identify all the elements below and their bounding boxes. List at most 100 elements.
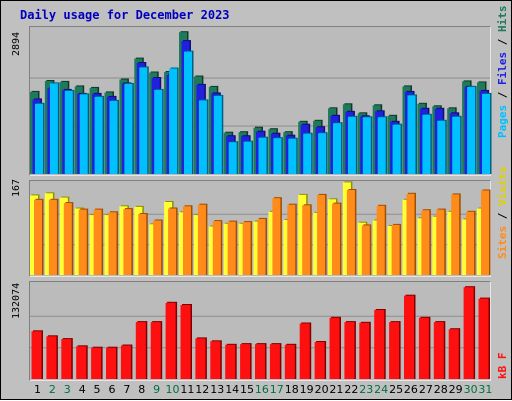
pages-bar-8 [139,67,148,174]
sites-bar-28 [436,209,445,275]
kbf-bar-23 [359,322,370,379]
pages-bar-2 [49,83,58,174]
sites-bar-13 [212,221,221,275]
x-tick-label-day-15: 15 [240,383,254,396]
x-tick-label-day-18: 18 [284,383,299,396]
pages-bar-5 [94,96,103,174]
sites-bar-12 [197,204,206,275]
kbf-bar-4 [76,346,87,379]
sites-bar-26 [406,193,415,275]
sites-bar-5 [93,209,102,275]
x-tick-label-day-11: 11 [180,383,195,396]
pages-bar-19 [303,133,312,174]
kbf-bar-5 [91,347,102,379]
sites-bar-24 [376,205,385,275]
sites-bar-30 [466,211,475,275]
pages-bar-12 [198,100,207,174]
sites-bar-9 [153,220,162,275]
pages-bar-26 [407,95,416,174]
pages-bar-3 [64,90,73,174]
x-tick-label-day-10: 10 [165,383,180,396]
x-tick-label-day-29: 29 [448,383,463,396]
kbf-bar-16 [255,344,265,379]
x-tick-label-day-4: 4 [78,383,86,396]
kbf-bar-18 [284,344,295,379]
sites-bar-22 [346,190,355,275]
sites-bar-27 [421,210,430,275]
kbf-bar-21 [329,317,340,379]
sites-bar-2 [48,199,57,275]
pages-bar-13 [213,95,222,174]
kbf-bar-28 [433,322,444,379]
kbf-bar-2 [46,336,57,379]
kbf-bar-17 [269,344,280,379]
sites-bar-10 [168,208,177,275]
sites-bar-29 [451,194,460,275]
pages-bar-1 [35,103,43,174]
kbf-bar-6 [106,347,116,379]
kbf-bar-24 [374,310,385,379]
sites-bar-25 [391,224,400,275]
sites-bar-31 [481,190,489,275]
x-tick-label-day-8: 8 [138,383,146,396]
x-tick-label-day-12: 12 [195,383,210,396]
sites-bar-6 [108,212,117,275]
pages-bar-20 [318,133,327,174]
kbf-bar-14 [225,344,236,379]
pages-bar-6 [109,100,118,174]
x-tick-label-day-6: 6 [108,383,116,396]
x-tick-label-day-9: 9 [153,383,161,396]
pages-bar-14 [228,142,237,174]
kbf-bar-31 [478,298,489,379]
pages-bar-27 [422,114,431,174]
pages-bar-7 [124,83,133,174]
kbf-bar-26 [404,295,414,379]
pages-bar-30 [467,86,476,174]
x-tick-label-day-25: 25 [389,383,404,396]
pages-bar-16 [258,137,267,174]
x-tick-label-day-17: 17 [269,383,284,396]
pages-bar-28 [437,120,446,174]
pages-bar-24 [377,117,386,174]
kbf-bar-25 [389,322,400,379]
kbf-bar-11 [180,305,191,379]
x-tick-label-day-23: 23 [359,383,374,396]
pages-bar-9 [154,89,163,174]
x-tick-label-day-2: 2 [48,383,56,396]
sites-bar-17 [272,198,281,275]
kbf-bar-22 [344,322,355,379]
sites-bar-15 [242,222,251,275]
x-tick-label-day-14: 14 [225,383,240,396]
x-tick-label-day-3: 3 [63,383,71,396]
x-tick-label-day-21: 21 [329,383,344,396]
kbf-bar-1 [31,331,42,379]
pages-bar-22 [347,116,356,174]
pages-bar-10 [169,68,178,174]
pages-bar-17 [273,138,282,174]
kbf-bar-8 [135,322,146,379]
kbf-bar-29 [448,329,459,379]
kbf-bar-12 [195,338,206,379]
kbf-bar-9 [150,322,161,379]
kbf-bar-27 [418,317,429,379]
kbf-bar-10 [165,302,176,379]
kbf-bar-13 [210,341,221,379]
pages-bar-31 [482,93,490,174]
sites-bar-18 [287,204,296,275]
x-tick-label-day-31: 31 [478,383,493,396]
sites-bar-23 [361,225,370,275]
sites-bar-8 [138,214,147,275]
kbf-bar-19 [299,323,310,379]
kbf-bar-20 [314,342,325,379]
pages-bar-23 [362,117,371,174]
x-tick-label-day-5: 5 [93,383,101,396]
kbf-bar-15 [240,344,251,379]
sites-bar-1 [34,199,42,275]
x-tick-label-day-30: 30 [463,383,478,396]
x-tick-label-day-28: 28 [433,383,448,396]
x-tick-label-day-13: 13 [210,383,225,396]
x-tick-label-day-22: 22 [344,383,359,396]
sites-bar-3 [63,203,72,275]
sites-bar-11 [183,206,191,275]
pages-bar-11 [184,51,192,174]
